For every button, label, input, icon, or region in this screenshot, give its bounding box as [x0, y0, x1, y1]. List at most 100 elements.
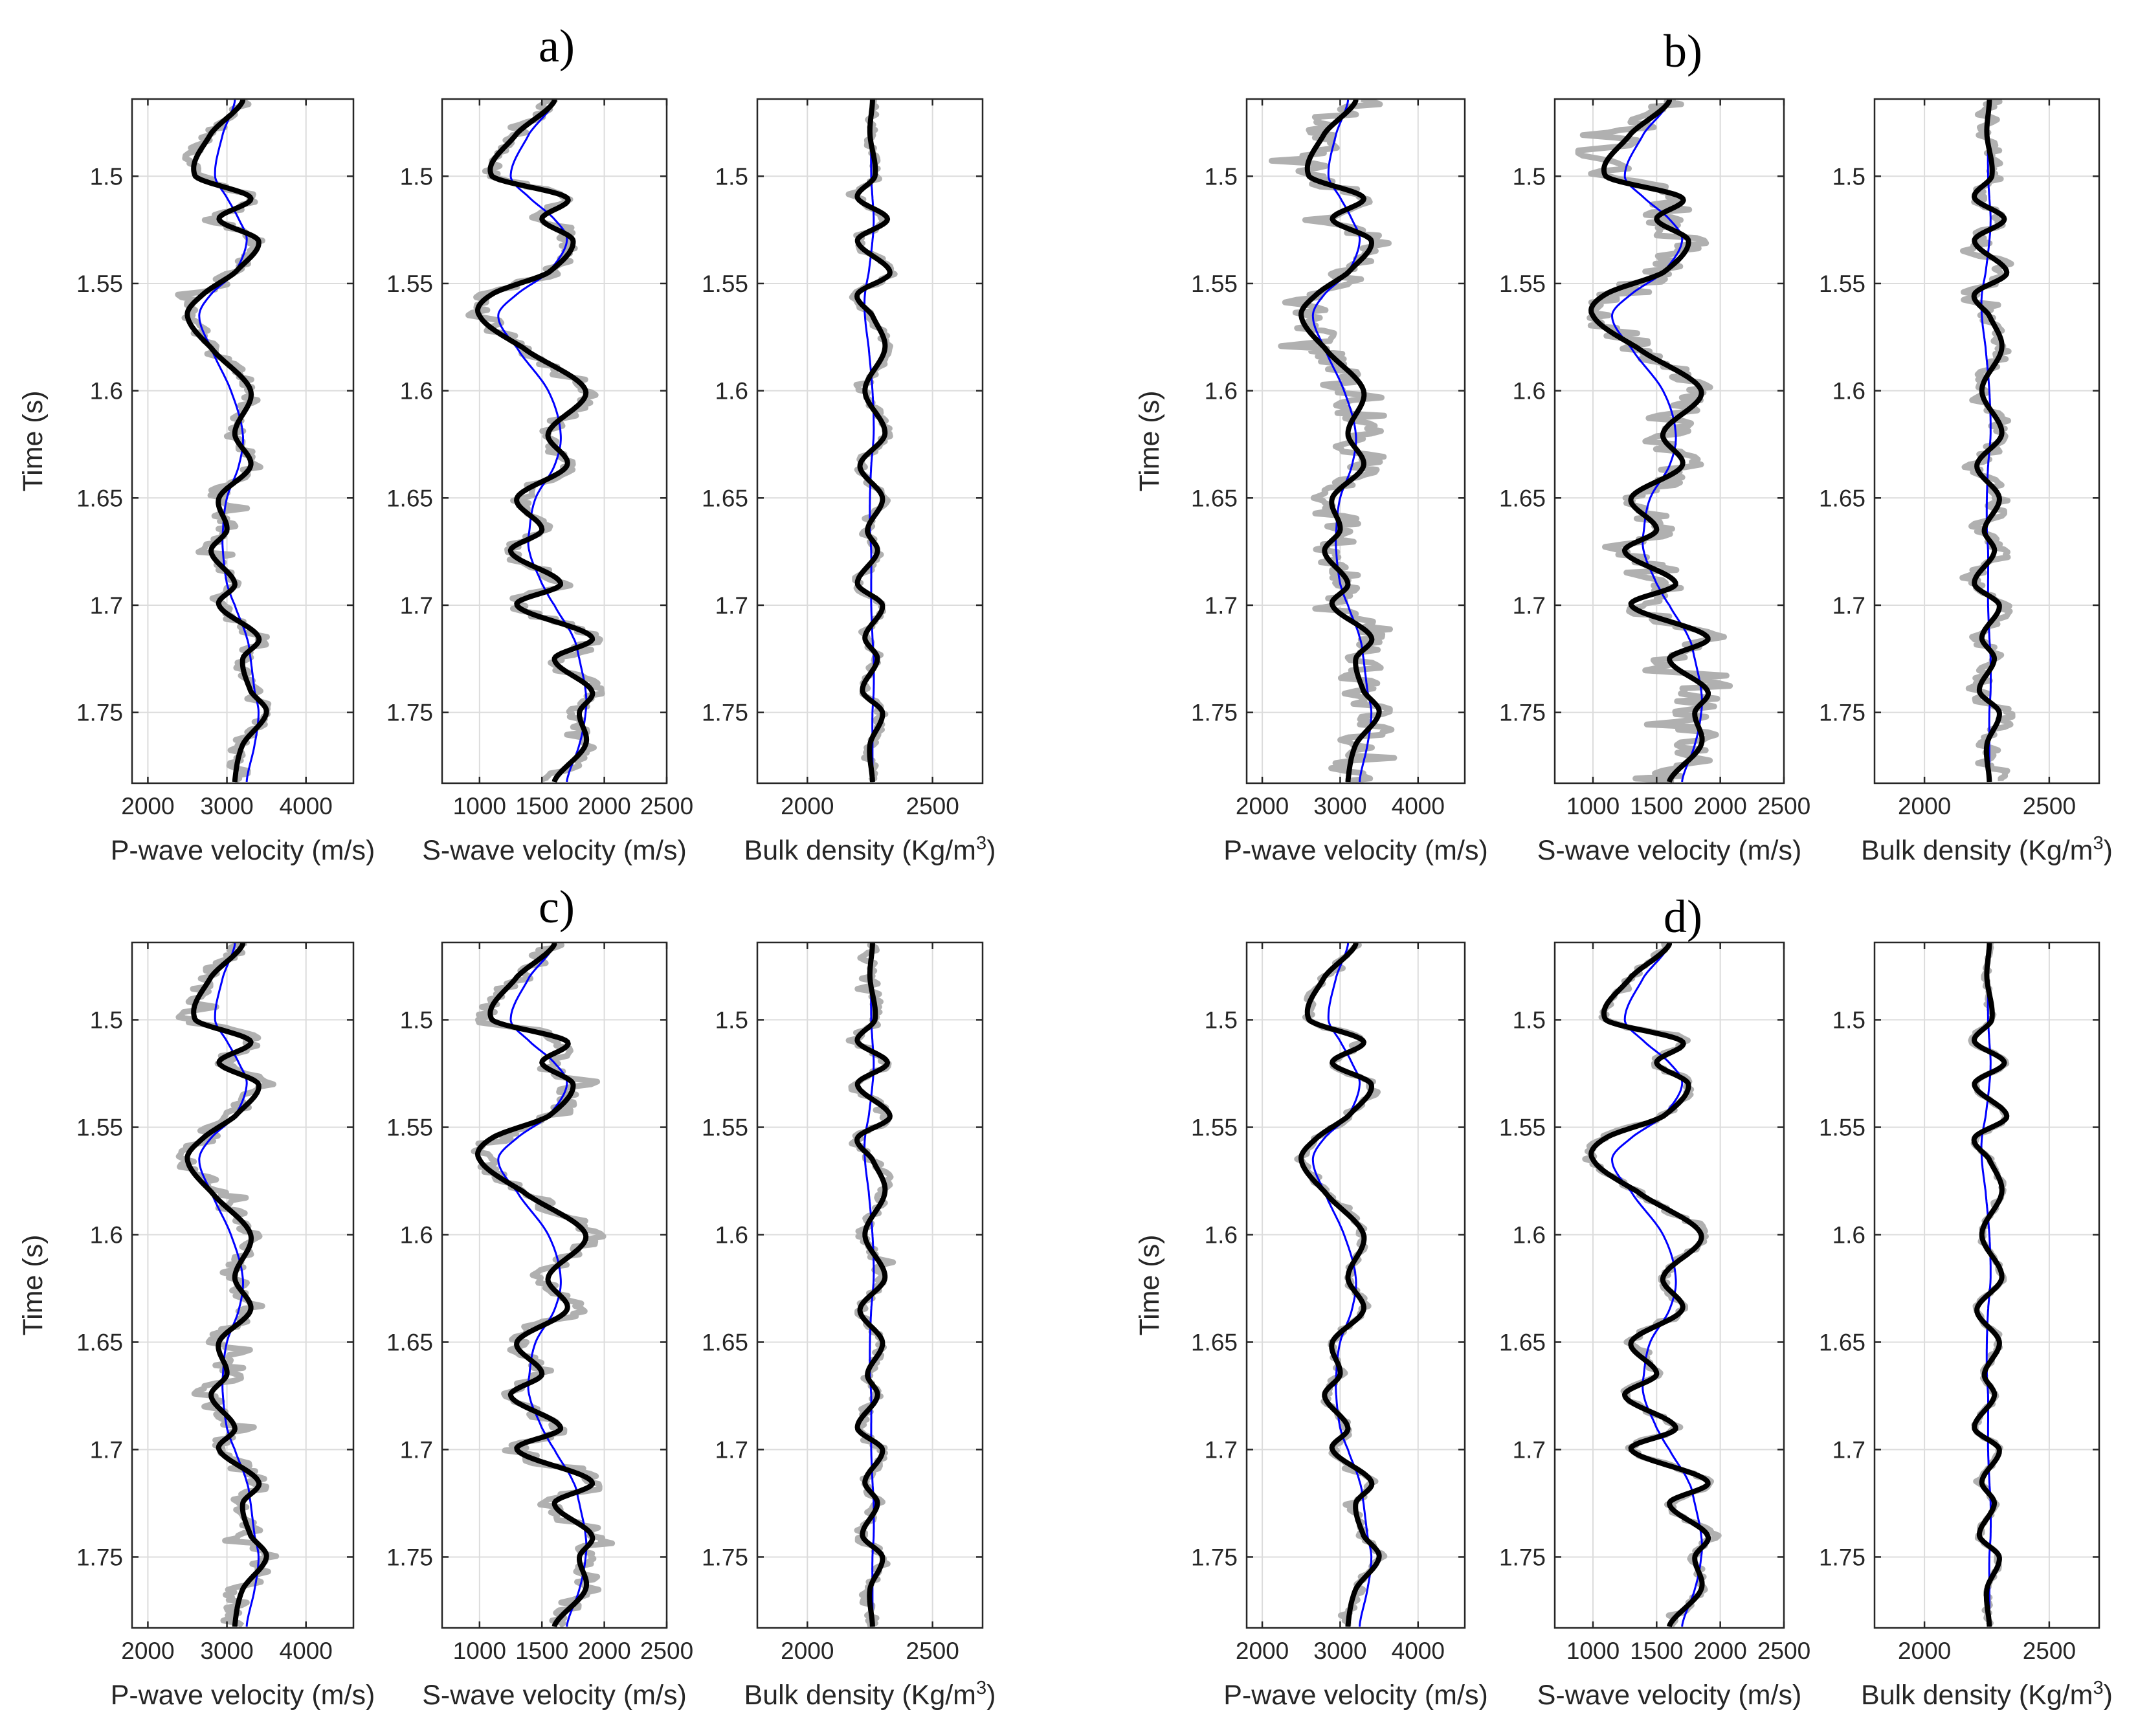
- axes-box: [131, 98, 355, 785]
- y-tick-label: 1.7: [1832, 592, 1865, 619]
- y-tick-label: 1.55: [386, 271, 433, 297]
- x-tick-label: 4000: [280, 1638, 333, 1664]
- smooth-series-line: [1971, 99, 2010, 783]
- y-tick-label: 1.7: [1513, 592, 1546, 619]
- smooth-series-line: [1588, 942, 1711, 1628]
- x-tick-label: 1500: [515, 1638, 568, 1664]
- x-tick-label: 2000: [1694, 1638, 1747, 1664]
- track-rho: 2000 2500 1.5 1.55 1.6 1.65 1.7 1.75 Bulk densit…: [1819, 98, 2113, 866]
- x-tick-label: 1000: [1566, 793, 1620, 819]
- track-rho: 2000 2500 1.5 1.55 1.6 1.65 1.7 1.75 Bulk densit…: [1819, 941, 2113, 1711]
- y-tick-label: 1.55: [76, 1114, 123, 1141]
- y-tick-label: 1.65: [1819, 485, 1865, 511]
- series-group: [1582, 942, 1722, 1628]
- series-group: [1294, 942, 1388, 1628]
- y-tick-label: 1.65: [76, 1329, 123, 1355]
- x-tick-label: 3000: [200, 793, 253, 819]
- axes-box: [131, 941, 355, 1629]
- x-tick-label: 1000: [453, 1638, 506, 1664]
- x-axis-label: S-wave velocity (m/s): [422, 835, 687, 866]
- y-tick-label: 1.55: [702, 271, 748, 297]
- y-tick-label: 1.5: [1513, 163, 1546, 190]
- y-tick-label: 1.55: [1499, 271, 1546, 297]
- y-tick-label: 1.7: [90, 1436, 123, 1463]
- y-tick-label: 1.75: [702, 1544, 748, 1570]
- y-axis-label: Time (s): [1134, 1234, 1165, 1335]
- series-group: [845, 942, 896, 1628]
- y-tick-label: 1.55: [1499, 1114, 1546, 1141]
- x-tick-label: 2000: [1236, 793, 1289, 819]
- axes-box: [441, 941, 668, 1629]
- noisy-series-line: [1575, 99, 1733, 783]
- panel-a: a)Time (s)2000 3000 40001.51.551.61.651.71…: [17, 20, 996, 866]
- axes-box: [1873, 98, 2100, 785]
- x-axis-label: Bulk density (Kg/m3): [744, 833, 996, 866]
- x-tick-label: 2000: [121, 793, 174, 819]
- y-tick-label: 1.5: [1205, 163, 1238, 190]
- smooth-series-line: [854, 942, 893, 1628]
- y-tick-label: 1.5: [90, 163, 123, 190]
- y-tick-label: 1.6: [400, 1221, 433, 1248]
- y-tick-label: 1.75: [1499, 700, 1546, 726]
- y-tick-label: 1.75: [386, 700, 433, 726]
- smooth-series-line: [475, 99, 596, 783]
- smooth-series-line: [475, 942, 596, 1628]
- axes-box: [756, 941, 984, 1629]
- y-tick-label: 1.6: [1832, 1221, 1865, 1248]
- smooth-series-line: [1298, 99, 1382, 783]
- x-axis-label: P-wave velocity (m/s): [111, 1680, 375, 1711]
- x-axis-label: Bulk density (Kg/m3): [1861, 1678, 2113, 1711]
- y-tick-label: 1.6: [715, 1221, 748, 1248]
- y-tick-label: 1.55: [1819, 271, 1865, 297]
- series-group: [471, 942, 616, 1628]
- x-tick-label: 2500: [2023, 793, 2076, 819]
- x-tick-label: 2000: [577, 793, 630, 819]
- y-tick-label: 1.55: [1819, 1114, 1865, 1141]
- y-tick-label: 1.55: [76, 271, 123, 297]
- x-axis-label: S-wave velocity (m/s): [1537, 1680, 1802, 1711]
- y-tick-label: 1.75: [702, 700, 748, 726]
- x-tick-label: 2500: [2023, 1638, 2076, 1664]
- y-tick-label: 1.7: [1832, 1436, 1865, 1463]
- axes-box: [441, 98, 668, 785]
- x-tick-label: 1500: [515, 793, 568, 819]
- y-tick-label: 1.55: [386, 1114, 433, 1141]
- axes-box: [1553, 941, 1785, 1629]
- y-tick-label: 1.6: [400, 378, 433, 405]
- y-tick-label: 1.6: [1205, 378, 1238, 405]
- x-axis-label: P-wave velocity (m/s): [1223, 1680, 1488, 1711]
- y-tick-label: 1.6: [1205, 1221, 1238, 1248]
- panel-b: b)Time (s)2000 3000 40001.51.551.61.651.71…: [1134, 25, 2113, 866]
- trend-series-line: [198, 942, 260, 1627]
- y-tick-label: 1.5: [715, 1007, 748, 1034]
- y-axis-label: Time (s): [17, 390, 49, 491]
- x-tick-label: 2000: [1898, 1638, 1951, 1664]
- x-tick-label: 2500: [906, 1638, 959, 1664]
- y-tick-label: 1.65: [702, 485, 748, 511]
- plot-root: a)Time (s)2000 3000 40001.51.551.61.651.71…: [17, 20, 2113, 1711]
- panel-label: b): [1664, 25, 1702, 77]
- series-group: [1575, 99, 1733, 783]
- smooth-series-line: [1971, 942, 2010, 1628]
- y-tick-label: 1.7: [400, 1436, 433, 1463]
- smooth-series-line: [184, 99, 269, 783]
- track-vs: 1000 1500 2000 2500 1.5 1.55 1.6 1.65 1.7 1.75 S-w…: [1499, 941, 1810, 1711]
- x-tick-label: 1500: [1630, 1638, 1683, 1664]
- y-tick-label: 1.6: [1513, 1221, 1546, 1248]
- smooth-series-line: [1298, 942, 1382, 1628]
- y-tick-label: 1.75: [76, 700, 123, 726]
- y-tick-label: 1.7: [715, 1436, 748, 1463]
- y-tick-label: 1.6: [1832, 378, 1865, 405]
- y-tick-label: 1.55: [1191, 1114, 1238, 1141]
- x-tick-label: 3000: [1313, 793, 1366, 819]
- y-tick-label: 1.7: [90, 592, 123, 619]
- series-group: [1959, 99, 2016, 783]
- axes-box: [1245, 941, 1466, 1629]
- x-axis-label: S-wave velocity (m/s): [1537, 835, 1802, 866]
- y-tick-label: 1.75: [1819, 700, 1865, 726]
- y-tick-label: 1.75: [1191, 700, 1238, 726]
- x-tick-label: 2000: [121, 1638, 174, 1664]
- x-axis-label: S-wave velocity (m/s): [422, 1680, 687, 1711]
- series-group: [1269, 99, 1397, 783]
